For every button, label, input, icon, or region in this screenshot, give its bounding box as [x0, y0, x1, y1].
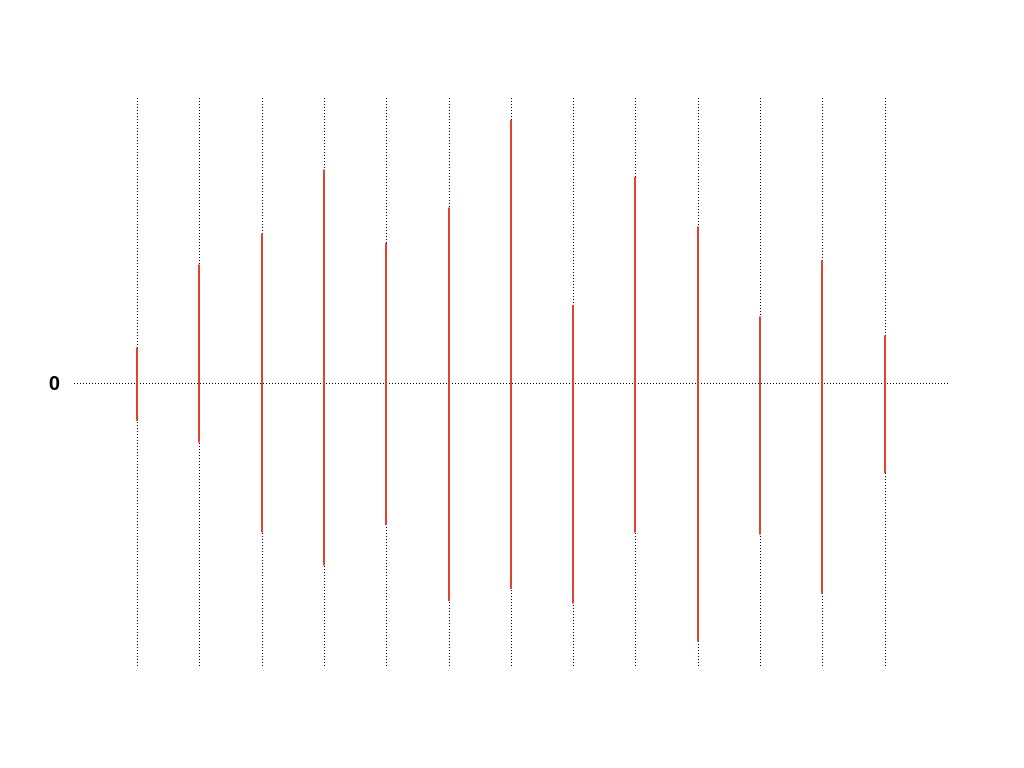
- y-tick-label-0: 0: [49, 373, 60, 395]
- range-bars: [136, 119, 886, 642]
